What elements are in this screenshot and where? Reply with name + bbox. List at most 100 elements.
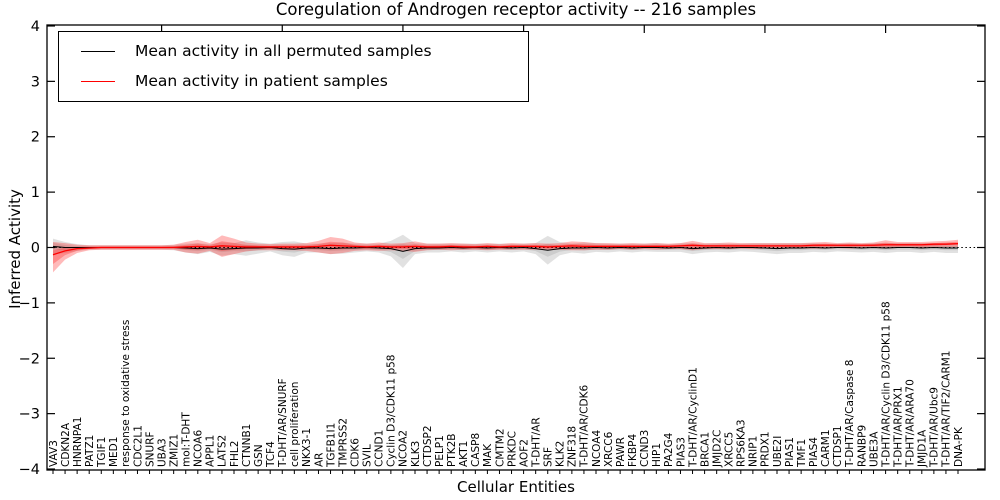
- entity-label: KLK3: [410, 441, 422, 467]
- entity-label: T-DHT/AR/SNURF: [277, 378, 289, 468]
- entity-label: CDK6: [349, 438, 361, 467]
- patient-mean-line: [52, 242, 959, 256]
- entity-label: T-DHT/AR/Ubc9: [929, 387, 941, 468]
- entity-label: PELP1: [434, 435, 446, 467]
- permuted-line-swatch: [81, 51, 115, 52]
- entity-label: TGFB1I1: [325, 423, 337, 468]
- entity-label: T-DHT/AR/Cyclin D3/CDK11 p58: [880, 301, 892, 468]
- svg-text:3: 3: [31, 74, 40, 90]
- entity-label: NRIP1: [748, 436, 760, 467]
- x-axis-label: Cellular Entities: [457, 478, 575, 496]
- entity-label: CMTM2: [494, 428, 506, 467]
- entity-label: GSN: [253, 444, 265, 467]
- entity-label: MED1: [108, 437, 120, 467]
- entity-label: CTDSP1: [832, 425, 844, 467]
- svg-text:−1: −1: [19, 296, 40, 312]
- entity-label: PIAS3: [675, 437, 687, 467]
- entity-label: NKX3-1: [301, 428, 313, 467]
- entity-label: T-DHT/AR/TIF2/CARM1: [941, 350, 953, 468]
- entity-label: TMPRSS2: [337, 418, 349, 468]
- entity-label: T-DHT/AR/CDK6: [579, 385, 591, 468]
- entity-label: SVIL: [362, 444, 374, 467]
- svg-text:0: 0: [31, 241, 40, 257]
- svg-text:−3: −3: [19, 407, 40, 423]
- entity-label: APPL1: [205, 435, 217, 467]
- entity-label: AOF2: [518, 439, 530, 467]
- entity-label: CDC2L1: [132, 425, 144, 467]
- entity-label: response to oxidative stress: [120, 320, 132, 467]
- svg-text:2: 2: [31, 130, 40, 146]
- entity-label: SNURF: [144, 431, 156, 467]
- entity-label: CDKN2A: [60, 422, 72, 467]
- entity-label: PATZ1: [84, 435, 96, 467]
- entity-label: NCOA4: [591, 430, 603, 467]
- patient-line-swatch: [81, 81, 115, 82]
- entity-label: VAV3: [48, 440, 60, 467]
- entity-label: LATS2: [217, 435, 229, 467]
- entity-label: cell proliferation: [289, 382, 301, 467]
- entity-label: KLK2: [555, 441, 567, 467]
- entity-label: PRKDC: [506, 431, 518, 467]
- entity-label: HNRNPA1: [72, 417, 84, 467]
- entity-label: TCF4: [265, 441, 277, 468]
- entity-label: JMJD1A: [917, 429, 929, 468]
- entity-label: T-DHT/AR/ARA70: [905, 379, 917, 468]
- entity-label: TGIF1: [96, 437, 108, 468]
- entity-label: FHL2: [229, 441, 241, 467]
- legend-label-patient: Mean activity in patient samples: [135, 72, 388, 90]
- entity-label: PIAS4: [808, 437, 820, 467]
- legend-item-patient: Mean activity in patient samples: [71, 71, 516, 92]
- entity-label: Cyclin D3/CDK11 p58: [386, 355, 398, 467]
- entity-label: PAWR: [615, 437, 627, 467]
- entity-label: DNA-PK: [953, 426, 965, 467]
- x-axis-ticks: [52, 470, 959, 474]
- entity-label: CTNNB1: [241, 424, 253, 467]
- svg-text:−4: −4: [19, 462, 40, 478]
- entity-label: mol:T-DHT: [181, 412, 193, 467]
- y-axis-ticks: −4 −3 −2 −1 0 1 2 3 4: [19, 19, 985, 478]
- entity-label: RANBP9: [856, 425, 868, 467]
- entity-label: HIP1: [651, 443, 663, 467]
- entity-label: CARM1: [820, 429, 832, 467]
- entity-label: XRCC6: [603, 431, 615, 467]
- entity-label: PTK2B: [446, 433, 458, 467]
- patient-samples-envelope-band: [53, 235, 958, 273]
- entity-label: CCND3: [639, 430, 651, 467]
- entity-label: T-DHT/AR/CyclinD1: [687, 367, 699, 468]
- legend-item-permuted: Mean activity in all permuted samples: [71, 41, 516, 62]
- entity-label: ZMIZ1: [168, 434, 180, 467]
- entity-label: AR: [313, 453, 325, 467]
- entity-label: ZNF318: [567, 426, 579, 467]
- permuted-mean-line: [52, 245, 958, 252]
- entity-label: T-DHT/AR: [530, 417, 542, 468]
- chart-title: Coregulation of Androgen receptor activi…: [275, 0, 757, 19]
- entity-label: NCOA6: [193, 430, 205, 467]
- legend-box: Mean activity in all permuted samples Me…: [58, 31, 529, 102]
- entity-label: XRCC5: [724, 432, 736, 467]
- entity-label: NCOA2: [398, 430, 410, 467]
- entity-label: T-DHT/AR/Caspase 8: [844, 360, 856, 468]
- entity-label: MAK: [482, 443, 494, 467]
- entity-label: TMF1: [796, 439, 808, 468]
- legend-label-permuted: Mean activity in all permuted samples: [135, 42, 432, 60]
- entity-label: CASP8: [470, 433, 482, 467]
- entity-label: PRDX1: [760, 431, 772, 467]
- entity-label: PIAS1: [784, 437, 796, 467]
- entity-label: CCND1: [374, 430, 386, 467]
- svg-text:−2: −2: [19, 351, 40, 367]
- entity-label: UBE3A: [868, 431, 880, 467]
- entity-label: FKBP4: [627, 434, 639, 467]
- entity-label: AKT1: [458, 441, 470, 467]
- svg-text:4: 4: [31, 19, 40, 35]
- entity-label: SRF: [543, 447, 555, 467]
- entity-label: BRCA1: [699, 432, 711, 467]
- entity-label: PA2G4: [663, 432, 675, 467]
- entity-label: UBE2I: [772, 436, 784, 467]
- entity-label: T-DHT/AR/PRX1: [892, 386, 904, 468]
- entity-label: JMJD2C: [711, 430, 723, 468]
- entity-tick-labels: VAV3 CDKN2A HNRNPA1 PATZ1 TGIF1 MED1 response …: [48, 301, 965, 468]
- entity-label: CTDSP2: [422, 425, 434, 467]
- entity-label: UBA3: [156, 438, 168, 467]
